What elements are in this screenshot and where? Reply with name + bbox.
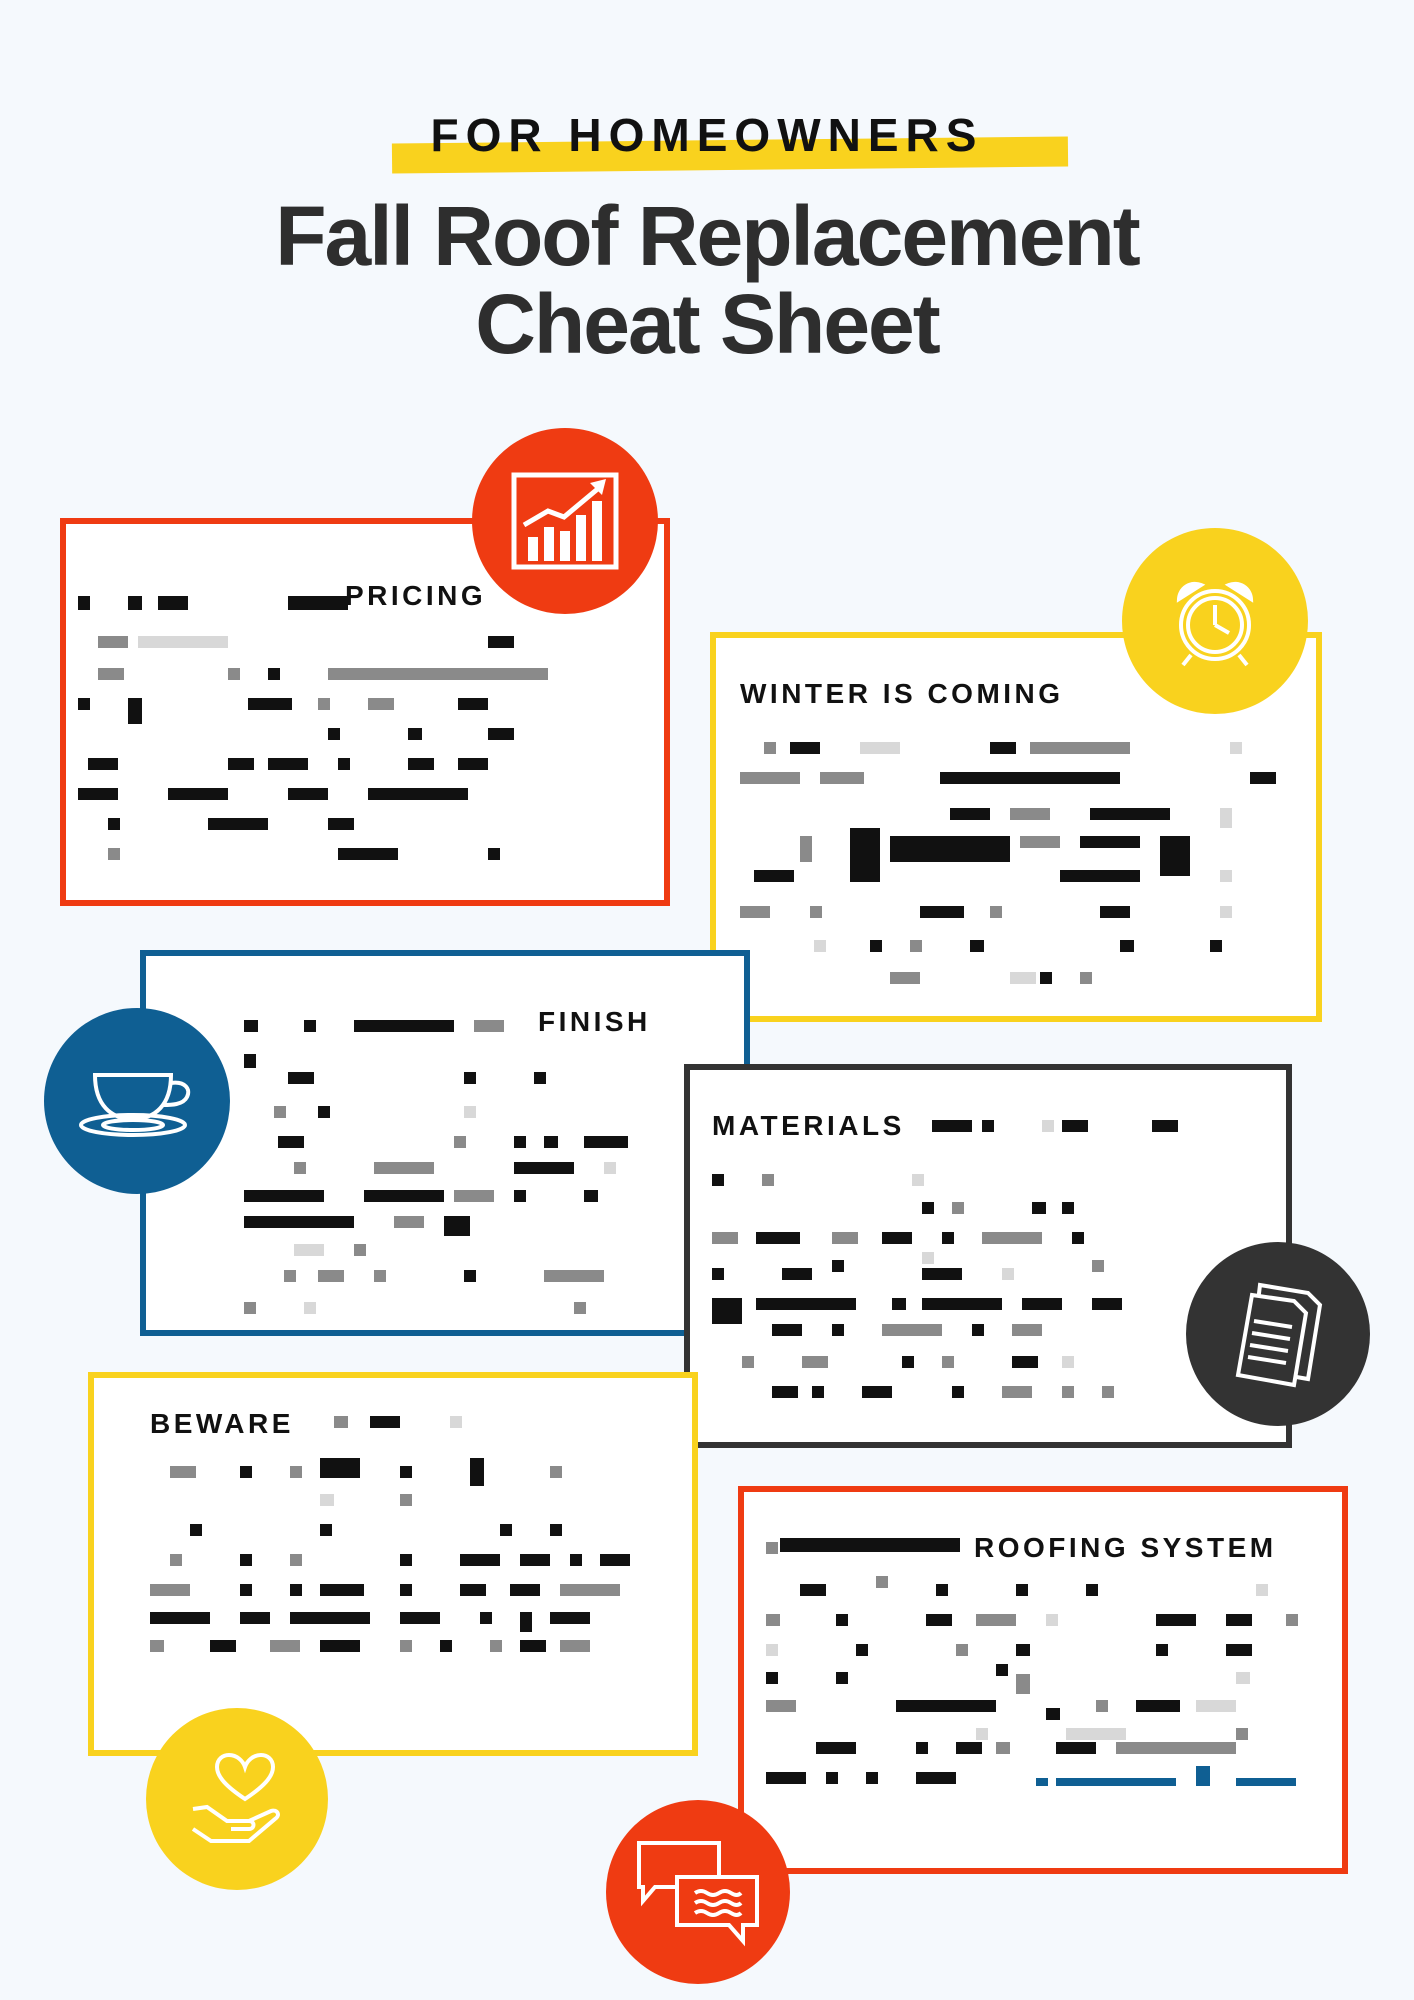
roofing-card: ROOFING SYSTEM [738,1486,1348,1874]
speech-bubbles-icon [606,1800,790,1984]
teacup-icon [44,1008,230,1194]
winter-heading: WINTER IS COMING [740,678,1064,709]
finish-card: FINISH [140,950,750,1336]
growth-chart-icon [472,428,658,614]
eyebrow-text: FOR HOMEOWNERS [430,109,984,161]
title-line-1: Fall Roof Replacement [275,189,1141,283]
pricing-heading: PRICING [345,580,487,611]
beware-heading: BEWARE [150,1408,294,1439]
documents-icon [1186,1242,1370,1426]
heart-in-hand-icon [146,1708,328,1890]
roofing-heading: ROOFING SYSTEM [974,1532,1277,1563]
alarm-clock-icon [1122,528,1308,714]
finish-heading: FINISH [538,1006,651,1037]
title-line-2: Cheat Sheet [475,277,940,371]
eyebrow-wrap: FOR HOMEOWNERS [0,108,1414,162]
materials-card: MATERIALS [684,1064,1292,1448]
beware-card: BEWARE [88,1372,698,1756]
materials-heading: MATERIALS [712,1110,905,1141]
page-title: Fall Roof Replacement Cheat Sheet [0,192,1414,368]
